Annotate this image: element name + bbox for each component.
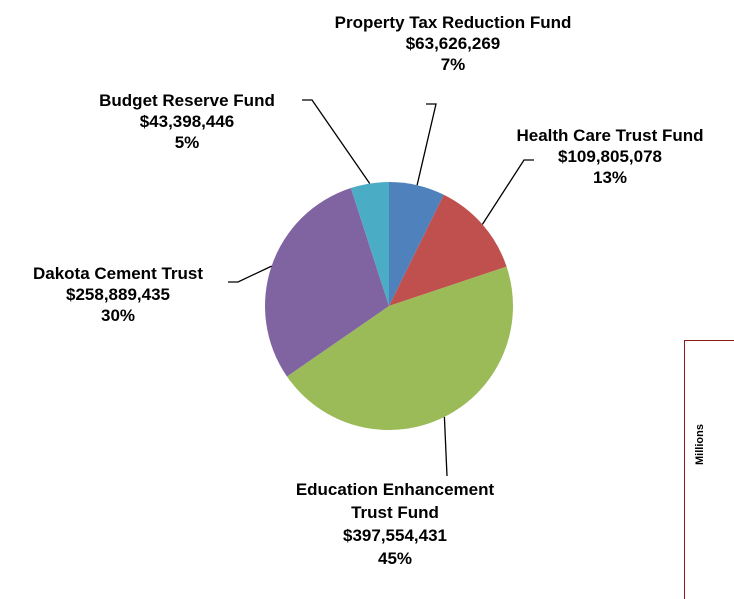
slice-value: $109,805,078 [558, 147, 662, 166]
pie-slice-3 [265, 188, 389, 377]
pie-slice-0 [389, 182, 444, 306]
slice-percent: 30% [100, 306, 136, 325]
slice-value: $43,398,446 [139, 112, 235, 131]
leader-line-0 [416, 103, 437, 186]
pie-slice-4 [350, 182, 389, 306]
slice-label-property-tax: Property Tax Reduction Fund $63,626,269 … [313, 12, 593, 75]
slice-value: $397,554,431 [343, 526, 447, 545]
slice-percent: 45% [377, 549, 413, 568]
slice-label-dakota-cement: Dakota Cement Trust $258,889,435 30% [0, 263, 236, 326]
pie-slices [265, 182, 513, 430]
pie-slice-2 [286, 266, 513, 430]
slice-name: Education Enhancement Trust Fund [295, 480, 495, 522]
slice-value: $63,626,269 [405, 34, 501, 53]
adjacent-chart-axis-label: Millions [694, 424, 706, 465]
slice-label-budget-reserve: Budget Reserve Fund $43,398,446 5% [64, 90, 310, 153]
pie-slice-1 [389, 194, 507, 306]
leader-lines [228, 99, 534, 477]
slice-label-health-care: Health Care Trust Fund $109,805,078 13% [480, 125, 734, 188]
slice-label-education: Education Enhancement Trust Fund $397,55… [285, 478, 505, 570]
slice-percent: 7% [440, 55, 466, 74]
slice-percent: 13% [592, 168, 628, 187]
slice-percent: 5% [174, 133, 200, 152]
leader-line-2 [443, 416, 448, 477]
slice-name: Budget Reserve Fund [99, 91, 275, 110]
leader-line-3 [228, 265, 272, 283]
slice-name: Health Care Trust Fund [516, 126, 704, 145]
leader-line-1 [481, 159, 534, 225]
slice-name: Dakota Cement Trust [32, 264, 204, 283]
leader-line-4 [302, 99, 371, 184]
slice-value: $258,889,435 [66, 285, 170, 304]
slice-name: Property Tax Reduction Fund [334, 13, 572, 32]
adjacent-chart-frame [684, 340, 734, 599]
